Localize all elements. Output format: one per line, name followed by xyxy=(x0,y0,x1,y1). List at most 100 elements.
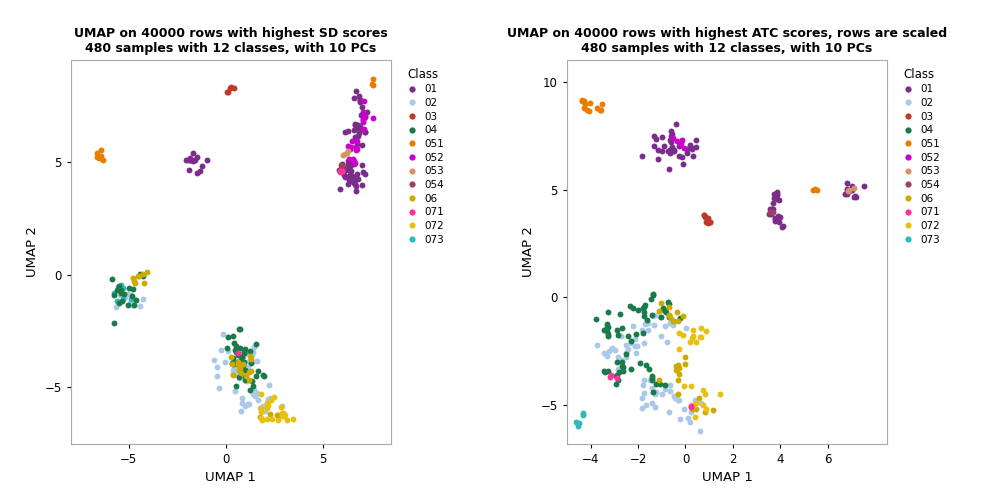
Point xyxy=(651,376,667,385)
Point xyxy=(210,363,226,371)
Point xyxy=(632,359,648,367)
Point xyxy=(675,160,691,168)
Point xyxy=(610,375,626,384)
Point xyxy=(241,357,257,365)
Point xyxy=(226,339,242,347)
Point xyxy=(769,214,785,222)
Point xyxy=(636,302,652,310)
Point xyxy=(771,196,787,204)
Point xyxy=(232,344,248,352)
Point xyxy=(357,128,373,136)
Point xyxy=(224,360,240,368)
Point xyxy=(336,171,352,179)
Point xyxy=(225,360,241,368)
Point xyxy=(246,343,262,351)
Point xyxy=(116,290,132,298)
Point xyxy=(635,389,651,397)
Point xyxy=(247,392,263,400)
Point xyxy=(630,306,646,314)
Point xyxy=(651,307,667,315)
Point xyxy=(686,401,703,409)
Point xyxy=(350,120,366,129)
Point xyxy=(568,418,584,426)
Point xyxy=(856,182,872,191)
Point xyxy=(694,399,710,407)
Point xyxy=(655,304,671,312)
Point xyxy=(696,211,712,219)
Point xyxy=(844,185,860,194)
Point xyxy=(766,190,782,198)
Point xyxy=(659,148,675,156)
Point xyxy=(594,100,610,108)
Point xyxy=(712,390,728,398)
Point xyxy=(613,332,629,340)
Point xyxy=(666,392,682,400)
Point xyxy=(576,104,592,112)
Point xyxy=(345,155,361,163)
Point xyxy=(347,179,363,187)
Point xyxy=(115,295,131,303)
Point xyxy=(224,359,240,367)
Point xyxy=(132,270,148,278)
Point xyxy=(691,394,708,402)
Point xyxy=(229,358,245,366)
Point xyxy=(635,381,651,389)
Point xyxy=(634,152,650,160)
Point xyxy=(238,402,254,410)
Point xyxy=(660,312,676,321)
Point xyxy=(346,175,362,183)
Point xyxy=(614,358,630,366)
Point xyxy=(670,397,686,405)
Point xyxy=(239,363,255,371)
Point xyxy=(623,337,639,345)
Point xyxy=(684,144,701,152)
Point xyxy=(357,113,373,121)
Point xyxy=(111,282,127,290)
Point xyxy=(809,186,826,194)
Point xyxy=(343,177,359,185)
Point xyxy=(644,374,660,382)
Point xyxy=(344,160,360,168)
Point xyxy=(688,399,705,407)
Point xyxy=(340,142,356,150)
Point xyxy=(692,333,709,341)
Point xyxy=(671,415,687,423)
Point xyxy=(262,394,278,402)
Point xyxy=(242,347,258,355)
Point xyxy=(241,368,257,376)
Point xyxy=(846,184,862,192)
Point xyxy=(352,96,368,104)
Point xyxy=(684,334,701,342)
Point xyxy=(345,173,361,181)
Point xyxy=(765,208,781,216)
Point xyxy=(333,168,349,176)
Point xyxy=(127,279,143,287)
Point xyxy=(670,390,686,398)
Point xyxy=(596,349,612,357)
Point xyxy=(670,396,686,404)
Point xyxy=(338,164,354,172)
Point xyxy=(627,335,643,343)
Point xyxy=(667,394,683,402)
Point xyxy=(648,135,664,143)
Point xyxy=(352,96,368,104)
Point xyxy=(650,155,666,163)
Point xyxy=(235,353,251,361)
Point xyxy=(628,349,644,357)
Point xyxy=(355,167,371,175)
Point xyxy=(190,169,206,177)
Point xyxy=(272,403,288,411)
Point xyxy=(231,325,247,333)
Point xyxy=(839,185,855,193)
Point xyxy=(645,291,661,299)
Point xyxy=(230,361,246,369)
Point xyxy=(688,338,705,346)
Point xyxy=(120,301,136,309)
Point xyxy=(135,272,151,280)
Point xyxy=(767,217,783,225)
Point xyxy=(112,284,128,292)
Point xyxy=(343,167,359,175)
Point xyxy=(110,283,126,291)
Point xyxy=(635,328,651,336)
Point xyxy=(599,327,615,335)
